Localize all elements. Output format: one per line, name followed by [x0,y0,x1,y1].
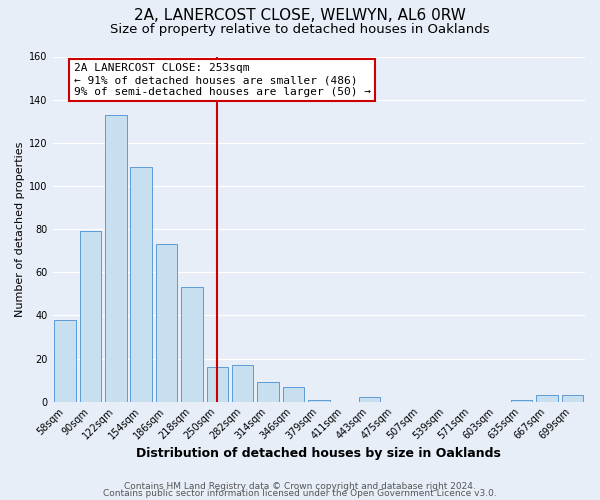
X-axis label: Distribution of detached houses by size in Oaklands: Distribution of detached houses by size … [136,447,501,460]
Bar [55,320,76,402]
Bar [257,382,279,402]
Bar [156,244,178,402]
Text: 2A, LANERCOST CLOSE, WELWYN, AL6 0RW: 2A, LANERCOST CLOSE, WELWYN, AL6 0RW [134,8,466,22]
Bar [80,231,101,402]
Bar [206,367,228,402]
Bar [181,288,203,402]
Text: Contains public sector information licensed under the Open Government Licence v3: Contains public sector information licen… [103,488,497,498]
Text: Contains HM Land Registry data © Crown copyright and database right 2024.: Contains HM Land Registry data © Crown c… [124,482,476,491]
Bar [562,395,583,402]
Bar [536,395,558,402]
Text: 2A LANERCOST CLOSE: 253sqm
← 91% of detached houses are smaller (486)
9% of semi: 2A LANERCOST CLOSE: 253sqm ← 91% of deta… [74,64,371,96]
Bar [359,398,380,402]
Text: Size of property relative to detached houses in Oaklands: Size of property relative to detached ho… [110,22,490,36]
Bar [105,114,127,402]
Bar [283,386,304,402]
Y-axis label: Number of detached properties: Number of detached properties [15,142,25,317]
Bar [130,166,152,402]
Bar [232,365,253,402]
Bar [308,400,329,402]
Bar [511,400,532,402]
